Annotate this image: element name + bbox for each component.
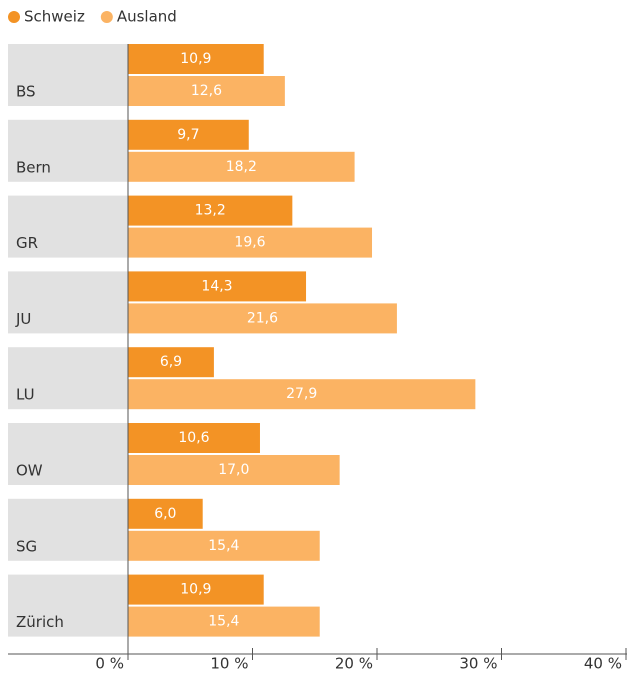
value-label: 19,6 — [234, 235, 265, 251]
value-label: 27,9 — [286, 386, 317, 402]
legend-label: Ausland — [117, 8, 177, 26]
x-tick-label: 30 % — [459, 655, 497, 673]
value-label: 18,2 — [226, 159, 257, 175]
x-tick-label: 20 % — [335, 655, 373, 673]
category-band — [8, 574, 128, 637]
category-label: Zürich — [16, 613, 64, 631]
bar — [128, 303, 397, 334]
category-label: OW — [16, 462, 43, 480]
category-band — [8, 498, 128, 561]
bar — [128, 347, 214, 378]
bar — [128, 76, 285, 106]
value-label: 12,6 — [191, 83, 222, 99]
bar — [128, 195, 293, 226]
category-band — [8, 44, 128, 106]
bar — [128, 44, 264, 74]
category-band — [8, 347, 128, 410]
bar — [128, 271, 307, 302]
x-tick-label: 10 % — [210, 655, 248, 673]
value-label: 15,4 — [208, 614, 239, 630]
bar — [128, 227, 373, 258]
value-label: 13,2 — [195, 203, 226, 219]
bar — [128, 455, 340, 485]
value-label: 14,3 — [201, 278, 232, 294]
value-label: 6,9 — [160, 354, 182, 370]
category-band — [8, 119, 128, 182]
value-label: 10,9 — [180, 582, 211, 598]
value-label: 15,4 — [208, 538, 239, 554]
value-label: 10,6 — [178, 430, 209, 446]
category-label: BS — [16, 83, 36, 101]
bar — [128, 498, 203, 529]
value-label: 10,9 — [180, 51, 211, 67]
bar — [128, 530, 320, 561]
value-label: 17,0 — [218, 462, 249, 478]
bar — [128, 119, 249, 150]
category-label: Bern — [16, 158, 51, 176]
category-band — [8, 195, 128, 258]
category-label: GR — [16, 234, 38, 252]
category-band — [8, 423, 128, 485]
bar — [128, 606, 320, 637]
x-tick-label: 0 % — [95, 655, 124, 673]
bar — [128, 574, 264, 605]
category-label: JU — [15, 310, 31, 328]
bar — [128, 151, 355, 182]
legend-marker — [100, 11, 113, 23]
legend-marker — [8, 11, 20, 23]
bar — [128, 423, 260, 453]
x-tick-label: 40 % — [584, 655, 622, 673]
value-label: 21,6 — [247, 310, 278, 326]
bar — [128, 379, 476, 410]
category-band — [8, 271, 128, 334]
category-label: LU — [16, 386, 35, 404]
legend-label: Schweiz — [24, 8, 85, 26]
value-label: 6,0 — [154, 506, 176, 522]
value-label: 9,7 — [177, 127, 199, 143]
category-label: SG — [16, 537, 37, 555]
